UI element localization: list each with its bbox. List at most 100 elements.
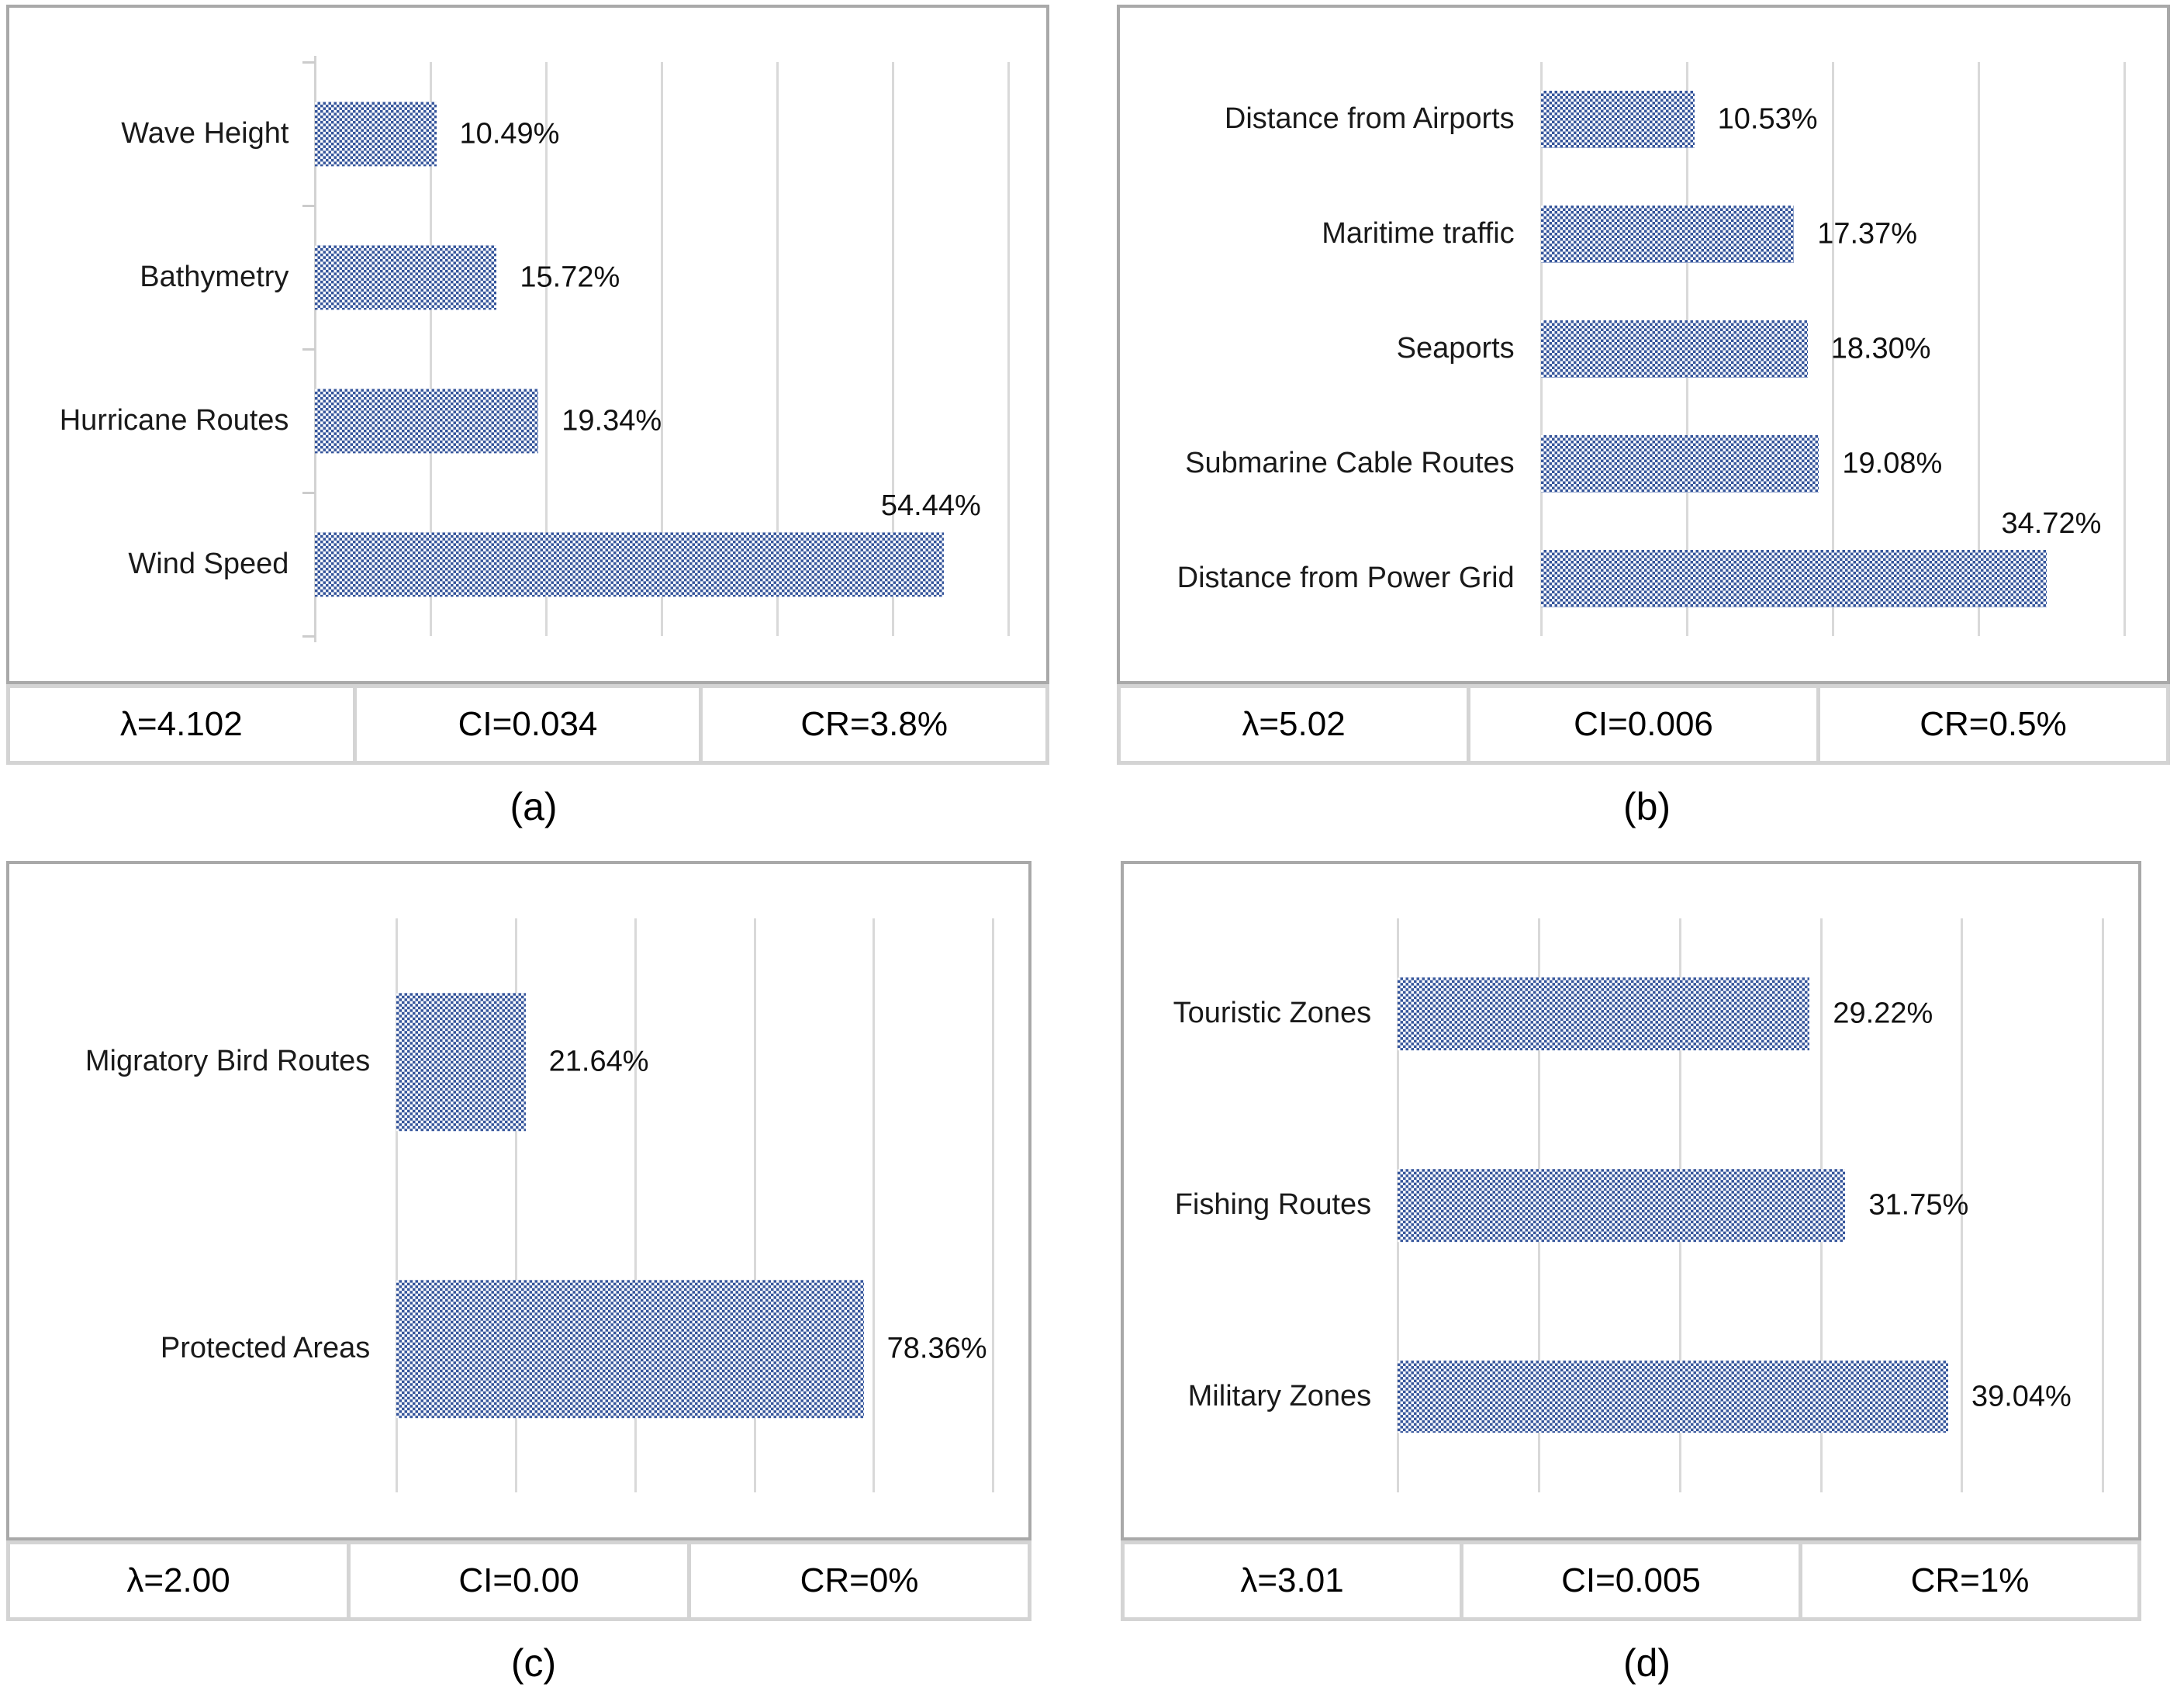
plot-gridlines bbox=[396, 918, 995, 1492]
value-axis-line bbox=[314, 56, 317, 642]
gridline bbox=[2102, 918, 2105, 1492]
gridline bbox=[634, 918, 637, 1492]
bar bbox=[315, 244, 497, 310]
bar-track: 78.36% bbox=[396, 1205, 993, 1492]
bar-rows: Wave Height 10.49% Bathymetry 15.72% Hurrica… bbox=[9, 62, 1046, 636]
cr-cell: CR=3.8% bbox=[800, 705, 948, 743]
chart-d: Touristic Zones 29.22% Fishing Routes 31.75… bbox=[1121, 861, 2141, 1540]
cr-cell: CR=1% bbox=[1910, 1561, 2030, 1599]
chart-row: Fishing Routes 31.75% bbox=[1124, 1110, 2138, 1302]
caption-a: (a) bbox=[510, 785, 558, 828]
chart-row: Wind Speed 54.44% bbox=[9, 489, 1046, 636]
category-label: Wind Speed bbox=[128, 547, 289, 580]
ci-cell: CI=0.034 bbox=[357, 688, 703, 761]
chart-d-stats-table: λ=3.01 CI=0.005 CR=1% bbox=[1121, 1540, 2141, 1621]
axis-tick bbox=[302, 61, 316, 64]
chart-c: Migratory Bird Routes 21.64% Protected Are… bbox=[6, 861, 1031, 1540]
bar bbox=[1540, 91, 1695, 148]
value-label: 10.49% bbox=[459, 117, 560, 150]
bar-track: 21.64% bbox=[396, 918, 993, 1205]
bar bbox=[315, 531, 944, 597]
bar-track: 18.30% bbox=[1540, 292, 2124, 406]
category-label: Fishing Routes bbox=[1174, 1188, 1372, 1222]
value-label: 29.22% bbox=[1833, 997, 1933, 1030]
category-label: Wave Height bbox=[121, 116, 289, 150]
category-label: Touristic Zones bbox=[1173, 997, 1372, 1030]
gridline bbox=[873, 918, 876, 1492]
value-label: 78.36% bbox=[886, 1332, 987, 1365]
lambda-cell: λ=2.00 bbox=[10, 1544, 351, 1617]
bar-track: 31.75% bbox=[1398, 1110, 2103, 1302]
chart-row: Touristic Zones 29.22% bbox=[1124, 918, 2138, 1110]
chart-b-stats-table: λ=5.02 CI=0.006 CR=0.5% bbox=[1117, 684, 2170, 765]
gridline bbox=[545, 62, 548, 636]
bar-track: 34.72% bbox=[1540, 507, 2124, 636]
bar-track: 15.72% bbox=[315, 206, 1007, 349]
bar bbox=[315, 101, 437, 167]
category-label: Migratory Bird Routes bbox=[85, 1045, 371, 1078]
category-label: Maritime traffic bbox=[1322, 217, 1515, 251]
chart-b: Distance from Airports 10.53% Maritime tra… bbox=[1117, 5, 2170, 684]
chart-row: Protected Areas 78.36% bbox=[9, 1205, 1028, 1492]
cr-cell: CR=0.5% bbox=[1920, 705, 2067, 743]
category-label: Submarine Cable Routes bbox=[1185, 447, 1515, 480]
value-label: 17.37% bbox=[1817, 217, 1918, 251]
bar bbox=[1540, 435, 1819, 493]
value-label: 19.08% bbox=[1842, 447, 1943, 480]
caption-d: (d) bbox=[1622, 1641, 1671, 1685]
value-label: 15.72% bbox=[520, 261, 620, 293]
axis-tick bbox=[302, 205, 316, 207]
value-axis-line bbox=[396, 918, 399, 1492]
gridline bbox=[2123, 62, 2126, 636]
category-label: Seaports bbox=[1396, 332, 1515, 365]
bar bbox=[1398, 977, 1810, 1051]
bar-track: 19.08% bbox=[1540, 406, 2124, 521]
value-label: 31.75% bbox=[1868, 1188, 1969, 1222]
bar-rows: Touristic Zones 29.22% Fishing Routes 31.75… bbox=[1124, 918, 2138, 1492]
lambda-cell: λ=4.102 bbox=[10, 688, 357, 761]
bar bbox=[1398, 1360, 1948, 1433]
gridline bbox=[992, 918, 995, 1492]
chart-row: Bathymetry 15.72% bbox=[9, 206, 1046, 349]
bar bbox=[1398, 1169, 1846, 1242]
panel-b: Distance from Airports 10.53% Maritime tra… bbox=[1117, 5, 2177, 849]
axis-tick bbox=[302, 348, 316, 351]
panel-d: Touristic Zones 29.22% Fishing Routes 31.75… bbox=[1117, 861, 2177, 1705]
plot-gridlines bbox=[302, 56, 1010, 642]
gridline bbox=[515, 918, 518, 1492]
gridline bbox=[1831, 62, 1834, 636]
bar-track: 54.44% bbox=[315, 489, 1007, 636]
lambda-cell: λ=3.01 bbox=[1125, 1544, 1463, 1617]
category-label: Hurricane Routes bbox=[59, 403, 289, 437]
panel-a: Wave Height 10.49% Bathymetry 15.72% Hurrica… bbox=[6, 5, 1061, 849]
chart-row: Distance from Airports 10.53% bbox=[1120, 62, 2167, 177]
chart-c-stats-table: λ=2.00 CI=0.00 CR=0% bbox=[6, 1540, 1031, 1621]
value-label: 19.34% bbox=[562, 404, 662, 437]
value-label: 39.04% bbox=[1971, 1380, 2072, 1413]
gridline bbox=[660, 62, 663, 636]
bar-track: 29.22% bbox=[1398, 918, 2103, 1110]
bar-track: 19.34% bbox=[315, 349, 1007, 493]
panel-c: Migratory Bird Routes 21.64% Protected Are… bbox=[6, 861, 1061, 1705]
bar bbox=[396, 993, 526, 1131]
chart-row: Seaports 18.30% bbox=[1120, 292, 2167, 406]
bar-track: 10.49% bbox=[315, 62, 1007, 206]
chart-row: Wave Height 10.49% bbox=[9, 62, 1046, 206]
value-label: 10.53% bbox=[1717, 102, 1818, 136]
caption-c: (c) bbox=[510, 1641, 557, 1685]
bar-track: 10.53% bbox=[1540, 62, 2124, 177]
bar bbox=[315, 388, 539, 454]
axis-tick bbox=[302, 492, 316, 494]
bar bbox=[1540, 320, 1808, 378]
value-label: 21.64% bbox=[548, 1045, 649, 1078]
bar bbox=[396, 1280, 864, 1418]
chart-row: Submarine Cable Routes 19.08% bbox=[1120, 406, 2167, 521]
bar-track: 17.37% bbox=[1540, 177, 2124, 292]
gridline bbox=[753, 918, 756, 1492]
category-label: Bathymetry bbox=[140, 260, 289, 293]
category-label: Protected Areas bbox=[160, 1332, 371, 1365]
gridline bbox=[1007, 62, 1010, 636]
lambda-cell: λ=5.02 bbox=[1121, 688, 1470, 761]
caption-b: (b) bbox=[1622, 785, 1671, 828]
